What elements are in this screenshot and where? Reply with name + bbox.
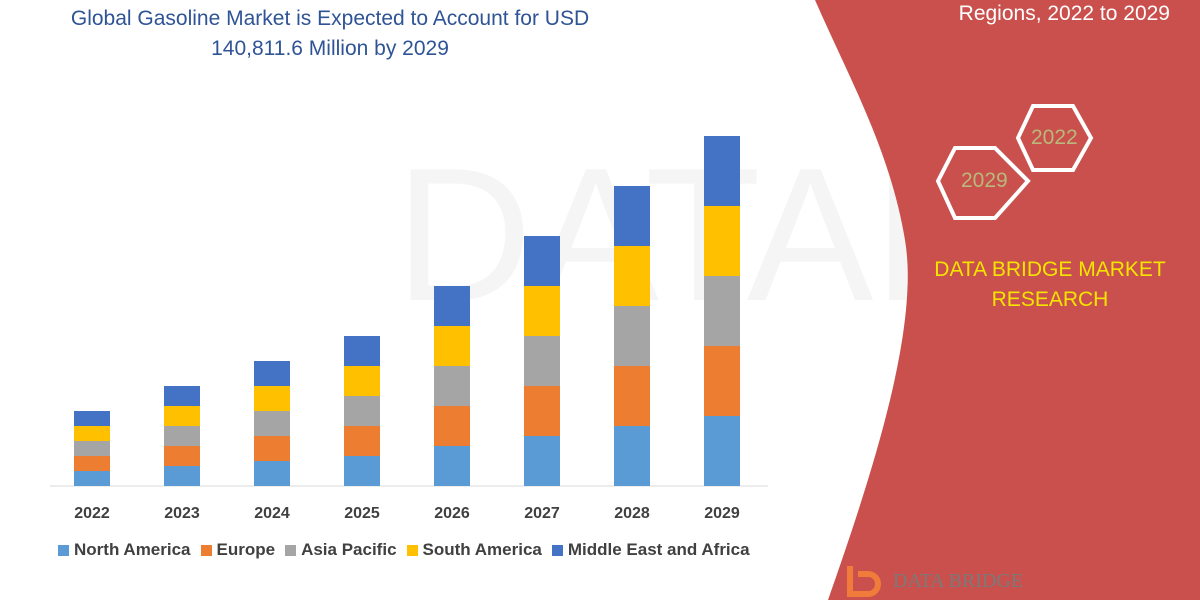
legend-swatch <box>406 544 418 556</box>
bar-segment <box>74 426 110 441</box>
bar-segment <box>614 246 650 306</box>
legend-label: Asia Pacific <box>301 540 397 559</box>
stacked-bar-chart: 2022 2023 2024 2025 2026 2027 2028 2029 <box>50 136 768 522</box>
red-panel <box>815 0 1200 600</box>
legend-label: North America <box>74 540 191 559</box>
x-tick-label: 2027 <box>524 505 560 522</box>
legend-label: Middle East and Africa <box>567 540 750 559</box>
bar-segment <box>614 306 650 366</box>
hex-label-2022: 2022 <box>1031 126 1078 149</box>
logo-text: DATA BRIDGE <box>893 570 1024 592</box>
legend-item: South America <box>406 540 542 560</box>
legend-label: Europe <box>216 540 276 559</box>
panel-subtitle: Regions, 2022 to 2029 <box>958 2 1170 25</box>
legend-swatch <box>200 544 212 556</box>
bar-segment <box>254 361 290 386</box>
x-tick-label: 2024 <box>254 505 290 522</box>
x-tick-label: 2028 <box>614 505 650 522</box>
bar-segment <box>254 461 290 486</box>
bar-segment <box>164 466 200 486</box>
bar-segment <box>434 366 470 406</box>
logo-icon <box>847 566 881 597</box>
legend-label: South America <box>422 540 542 559</box>
bar-segment <box>614 426 650 486</box>
bar-segment <box>344 426 380 456</box>
x-tick-label: 2022 <box>74 505 110 522</box>
bar-segment <box>254 436 290 461</box>
x-tick-label: 2023 <box>164 505 200 522</box>
bar-segment <box>434 286 470 326</box>
x-tick-label: 2025 <box>344 505 380 522</box>
bar-segment <box>434 446 470 486</box>
bar-segment <box>164 406 200 426</box>
bar-segment <box>74 411 110 426</box>
legend-item: Europe <box>200 540 276 560</box>
legend-swatch <box>285 544 297 556</box>
bar-segment <box>344 366 380 396</box>
legend-swatch <box>551 544 563 556</box>
bar-segment <box>614 366 650 426</box>
bar-segment <box>164 426 200 446</box>
bar-segment <box>524 286 560 336</box>
hexagon-2022 <box>1015 104 1094 172</box>
chart-title: Global Gasoline Market is Expected to Ac… <box>70 7 590 60</box>
bar-segment <box>344 396 380 426</box>
bar-segment <box>434 406 470 446</box>
bar-segment <box>74 456 110 471</box>
hexagon-2029 <box>935 146 1031 220</box>
bar-segment <box>164 386 200 406</box>
x-tick-label: 2029 <box>704 505 740 522</box>
legend-swatch <box>58 544 69 556</box>
brand-text: DATA BRIDGE MARKET RESEARCH <box>934 258 1166 311</box>
bar-segment <box>704 346 740 416</box>
bar-segment <box>434 326 470 366</box>
bar-segment <box>524 236 560 286</box>
bar-segment <box>74 471 110 486</box>
bar-segment <box>704 416 740 486</box>
x-tick-label: 2026 <box>434 505 470 522</box>
bar-segment <box>524 436 560 486</box>
bar-segment <box>254 386 290 411</box>
legend: North America Europe Asia Pacific South Ame… <box>58 540 750 560</box>
bar-segment <box>614 186 650 246</box>
bar-segment <box>344 456 380 486</box>
legend-item: North America <box>58 540 191 560</box>
bar-segment <box>254 411 290 436</box>
bar-segment <box>344 336 380 366</box>
legend-item: Middle East and Africa <box>551 540 750 560</box>
bar-segment <box>524 386 560 436</box>
bar-segment <box>524 336 560 386</box>
bar-segment <box>164 446 200 466</box>
legend-item: Asia Pacific <box>285 540 397 560</box>
bar-segment <box>704 136 740 206</box>
bar-segment <box>704 206 740 276</box>
hex-label-2029: 2029 <box>961 169 1008 192</box>
bar-segment <box>704 276 740 346</box>
bar-segment <box>74 441 110 456</box>
